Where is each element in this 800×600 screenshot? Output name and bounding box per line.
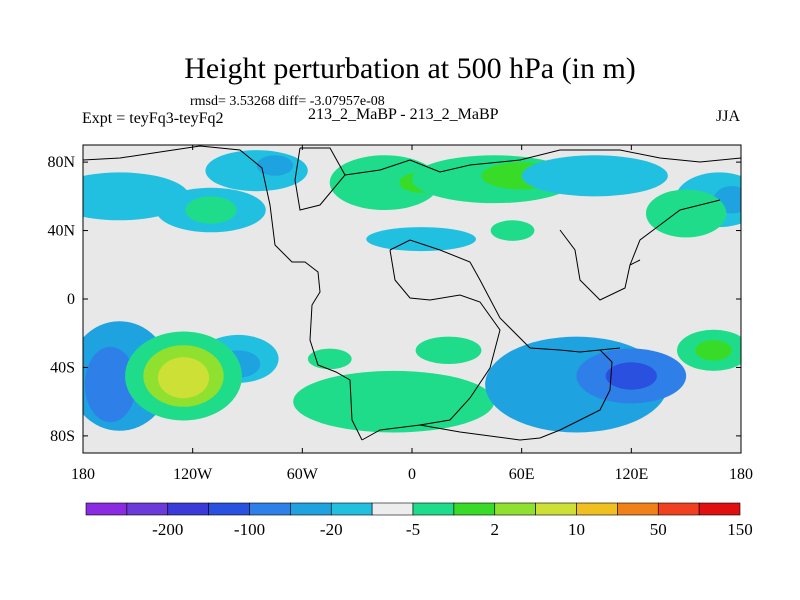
coastline-greenland	[294, 147, 346, 211]
x-tick-label: 120E	[614, 466, 648, 483]
colorbar-swatch	[290, 502, 332, 516]
anomaly-region-24	[415, 336, 482, 365]
anomaly-layer	[83, 150, 741, 433]
colorbar-swatch	[698, 502, 741, 516]
anomaly-region-27	[605, 362, 657, 390]
anomaly-region-29	[695, 340, 732, 361]
colorbar-swatch	[85, 502, 128, 516]
coastline-layer	[83, 145, 741, 441]
axis-ticks: 180 120W 60W 0 60E 120E 180 80N 40N 0 40S 80S	[47, 145, 753, 483]
anomaly-region-18	[84, 346, 137, 423]
coastline-antarctica	[361, 424, 521, 441]
colorbar-swatch	[535, 502, 577, 516]
coastline-east-asia	[629, 199, 721, 266]
anomaly-region-4	[256, 155, 294, 176]
experiment-label: Expt = teyFq3-teyFq2	[82, 110, 224, 127]
season-label: JJA	[716, 108, 741, 125]
coastline-eurasia	[344, 149, 741, 176]
colorbar-swatch	[657, 502, 700, 516]
colorbar-swatch	[208, 502, 250, 516]
colorbar-swatch	[576, 502, 618, 516]
y-tick-label: 80N	[47, 154, 75, 171]
colorbar-swatch	[330, 502, 373, 516]
colorbar-label: 150	[727, 520, 753, 539]
coastline-north-america	[83, 145, 363, 441]
x-tick-label: 180	[71, 466, 95, 483]
x-tick-label: 180	[729, 466, 753, 483]
colorbar-swatch	[126, 502, 169, 516]
anomaly-region-14	[490, 220, 535, 241]
anomaly-region-3	[205, 150, 308, 192]
stats-label: rmsd= 3.53268 diff= -3.07957e-08	[190, 94, 385, 109]
y-tick-label: 0	[67, 291, 75, 308]
colorbar-label: -5	[406, 520, 420, 539]
colorbar: -200 -100 -20 -5 2 10 50 150	[85, 502, 753, 539]
colorbar-label: 50	[650, 520, 667, 539]
colorbar-swatch	[249, 502, 291, 516]
x-tick-label: 60W	[287, 466, 319, 483]
plot-title: Height perturbation at 500 hPa (in m)	[184, 52, 636, 85]
colorbar-swatch	[412, 502, 455, 516]
colorbar-label: -100	[234, 520, 265, 539]
y-tick-label: 80S	[50, 428, 75, 445]
anomaly-region-22	[307, 348, 352, 370]
colorbar-swatch	[453, 502, 496, 516]
coastline-asia-south	[389, 239, 621, 353]
colorbar-swatch	[167, 502, 209, 516]
colorbar-label: 10	[568, 520, 585, 539]
anomaly-region-12	[645, 189, 727, 238]
y-tick-label: 40N	[47, 223, 75, 240]
anomaly-region-21	[157, 357, 210, 399]
colorbar-label: -20	[320, 520, 343, 539]
colorbar-swatch	[371, 502, 414, 516]
colorbar-swatch	[617, 502, 659, 516]
x-tick-label: 0	[408, 466, 416, 483]
coastline-africa	[389, 249, 501, 426]
colorbar-label: -200	[152, 520, 183, 539]
x-tick-label: 60E	[509, 466, 535, 483]
case-label: 213_2_MaBP - 213_2_MaBP	[308, 106, 499, 123]
anomaly-region-23	[293, 370, 495, 433]
colorbar-label: 2	[491, 520, 500, 539]
colorbar-swatch	[494, 502, 536, 516]
y-tick-label: 40S	[50, 359, 75, 376]
anomaly-region-9	[521, 155, 668, 197]
anomaly-region-13	[366, 227, 476, 252]
anomaly-region-2	[185, 196, 237, 224]
x-tick-label: 120W	[173, 466, 213, 483]
coastline-australia	[519, 349, 613, 441]
anomaly-region-5	[329, 155, 440, 211]
